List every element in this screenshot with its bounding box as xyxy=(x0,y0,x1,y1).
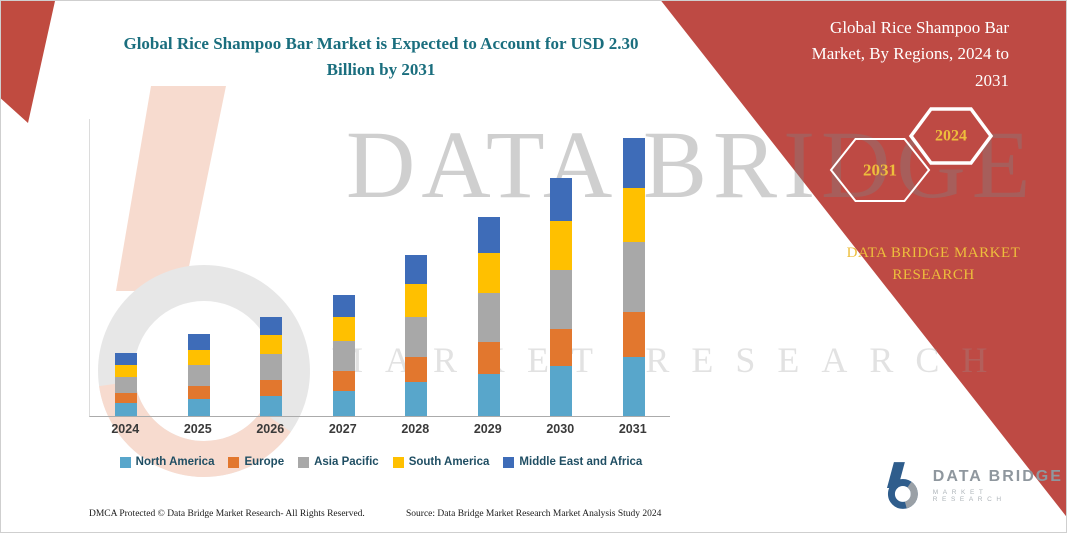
bar-segment-north-america xyxy=(622,356,645,416)
bar-segment-asia-pacific xyxy=(115,377,138,394)
bar-segment-south-america xyxy=(187,349,210,366)
legend-item: Middle East and Africa xyxy=(503,456,642,468)
logo-name-text: DATA BRIDGE xyxy=(932,467,1063,485)
stacked-bar-2031 xyxy=(622,138,645,416)
footer-source-text: Source: Data Bridge Market Research Mark… xyxy=(406,509,662,519)
bar-segment-asia-pacific xyxy=(550,269,573,329)
x-axis-label: 2031 xyxy=(618,422,647,436)
bar-segment-south-america xyxy=(260,335,283,355)
logo-tagline-text: MARKET RESEARCH xyxy=(932,488,1006,503)
bar-segment-europe xyxy=(187,385,210,400)
bar-segment-asia-pacific xyxy=(260,354,283,380)
bar-segment-south-america xyxy=(622,187,645,243)
bar-segment-north-america xyxy=(477,373,500,416)
bar-segment-south-america xyxy=(550,221,573,270)
bar-segment-middle-east-and-africa xyxy=(260,317,283,336)
bar-segment-middle-east-and-africa xyxy=(405,255,428,285)
legend-swatch xyxy=(119,456,131,468)
bar-segment-europe xyxy=(550,328,573,367)
legend-item: Europe xyxy=(228,456,284,468)
x-axis-label: 2027 xyxy=(328,422,357,436)
x-axis-label: 2030 xyxy=(546,422,575,436)
bar-segment-north-america xyxy=(187,399,210,416)
bar-segment-south-america xyxy=(332,316,355,342)
bar-segment-europe xyxy=(622,312,645,357)
x-axis-label: 2025 xyxy=(183,422,212,436)
panel-heading: Global Rice Shampoo Bar Market, By Regio… xyxy=(811,18,1009,90)
stacked-bar-2025 xyxy=(187,333,210,416)
legend-item: North America xyxy=(119,456,215,468)
bar-segment-asia-pacific xyxy=(332,341,355,372)
hexagon-2024-label: 2024 xyxy=(935,128,967,145)
bar-segment-asia-pacific xyxy=(405,316,428,357)
chart-legend: North America Europe Asia Pacific South Ame… xyxy=(76,456,686,468)
bar-segment-north-america xyxy=(405,382,428,416)
stacked-bar-2030 xyxy=(550,177,573,416)
bar-segment-south-america xyxy=(477,252,500,293)
bar-segment-europe xyxy=(477,342,500,374)
footer-dmca-text: DMCA Protected © Data Bridge Market Rese… xyxy=(89,509,365,519)
stacked-bar-chart xyxy=(89,119,670,417)
bar-segment-europe xyxy=(115,393,138,403)
hexagon-2031 xyxy=(829,138,931,202)
bar-segment-middle-east-and-africa xyxy=(550,177,573,222)
chart-title: Global Rice Shampoo Bar Market is Expect… xyxy=(123,34,639,79)
hexagon-2031-label: 2031 xyxy=(863,161,897,180)
x-axis-label: 2029 xyxy=(473,422,502,436)
legend-swatch xyxy=(298,456,310,468)
bar-segment-europe xyxy=(260,379,283,396)
stacked-bar-2029 xyxy=(477,216,500,416)
legend-label: Middle East and Africa xyxy=(519,456,643,468)
stacked-bar-2028 xyxy=(405,255,428,416)
bar-segment-asia-pacific xyxy=(477,292,500,343)
x-axis: 2024 2025 2026 2027 2028 2029 2030 2031 xyxy=(89,422,669,436)
bar-segment-europe xyxy=(332,371,355,391)
legend-label: South America xyxy=(408,456,490,468)
data-bridge-logo-watermark xyxy=(98,86,310,477)
hexagon-badges: 2031 2024 xyxy=(829,107,994,202)
hexagon-2024 xyxy=(908,107,994,165)
bar-segment-north-america xyxy=(550,366,573,416)
legend-label: North America xyxy=(135,456,215,468)
bar-segment-north-america xyxy=(332,390,355,416)
bar-segment-middle-east-and-africa xyxy=(115,353,138,366)
stacked-bar-2026 xyxy=(260,317,283,416)
legend-label: Europe xyxy=(244,456,285,468)
bar-segment-middle-east-and-africa xyxy=(477,216,500,253)
watermark-secondary-text: MARKET RESEARCH xyxy=(331,340,1010,380)
bar-segment-south-america xyxy=(115,365,138,378)
legend-swatch xyxy=(228,456,240,468)
data-bridge-logo-icon xyxy=(886,462,918,509)
x-axis-label: 2024 xyxy=(111,422,140,436)
bar-segment-middle-east-and-africa xyxy=(332,295,355,317)
bar-segment-asia-pacific xyxy=(187,365,210,386)
legend-item: South America xyxy=(392,456,490,468)
x-axis-label: 2028 xyxy=(401,422,430,436)
data-bridge-logo: DATA BRIDGE MARKET RESEARCH xyxy=(879,461,1066,509)
bar-segment-south-america xyxy=(405,284,428,317)
legend-swatch xyxy=(503,456,515,468)
legend-swatch xyxy=(392,456,404,468)
bar-segment-europe xyxy=(405,356,428,383)
bar-segment-middle-east-and-africa xyxy=(187,333,210,350)
bar-segment-asia-pacific xyxy=(622,242,645,313)
bar-segment-middle-east-and-africa xyxy=(622,138,645,188)
corner-ribbon-decoration xyxy=(1,1,55,123)
panel-brand-text: DATA BRIDGE MARKET RESEARCH xyxy=(846,245,1021,283)
bar-segment-north-america xyxy=(260,395,283,416)
x-axis-label: 2026 xyxy=(256,422,285,436)
stacked-bar-2024 xyxy=(115,353,138,416)
stacked-bar-2027 xyxy=(332,295,355,416)
legend-item: Asia Pacific xyxy=(298,456,379,468)
legend-label: Asia Pacific xyxy=(314,456,379,468)
bar-segment-north-america xyxy=(115,402,138,416)
